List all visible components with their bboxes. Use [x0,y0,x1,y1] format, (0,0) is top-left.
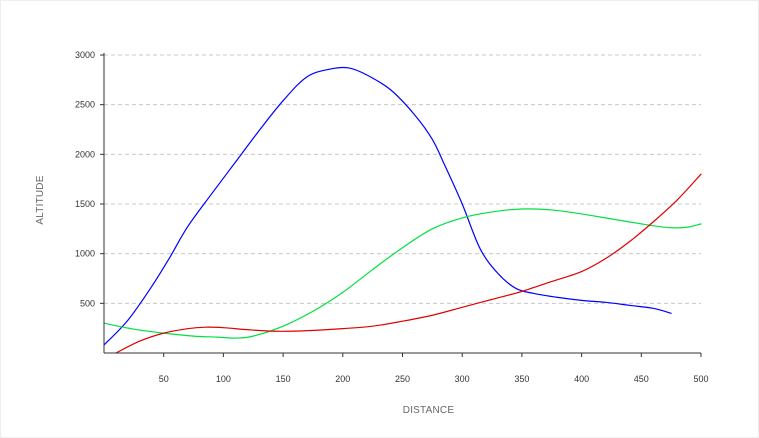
x-axis-title: DISTANCE [403,405,455,416]
y-tick-label-1500: 1500 [75,199,95,209]
x-tick-label-100: 100 [216,374,231,384]
series-lines [103,66,702,354]
gridlines [104,54,701,304]
x-tick-label-350: 350 [514,374,529,384]
x-tick-label-450: 450 [634,374,649,384]
axes [103,53,701,354]
y-tick-labels: 500 1000 1500 2000 2500 3000 [75,50,104,308]
y-axis-title: ALTITUDE [35,175,46,224]
x-tick-label-400: 400 [574,374,589,384]
y-tick-label-3000: 3000 [75,50,95,60]
y-tick-label-1000: 1000 [75,249,95,259]
x-tick-label-50: 50 [159,374,169,384]
x-tick-label-250: 250 [395,374,410,384]
y-tick-label-2500: 2500 [75,100,95,110]
y-tick-label-2000: 2000 [75,149,95,159]
x-tick-label-200: 200 [335,374,350,384]
x-tick-labels: 50 100 150 200 250 300 350 400 450 500 [159,353,709,384]
x-tick-label-300: 300 [455,374,470,384]
x-tick-label-150: 150 [276,374,291,384]
series-line-1 [103,66,672,346]
series-line-3 [115,173,702,354]
x-tick-label-500: 500 [693,374,708,384]
y-tick-label-500: 500 [80,298,95,308]
series-line-2 [103,208,702,339]
